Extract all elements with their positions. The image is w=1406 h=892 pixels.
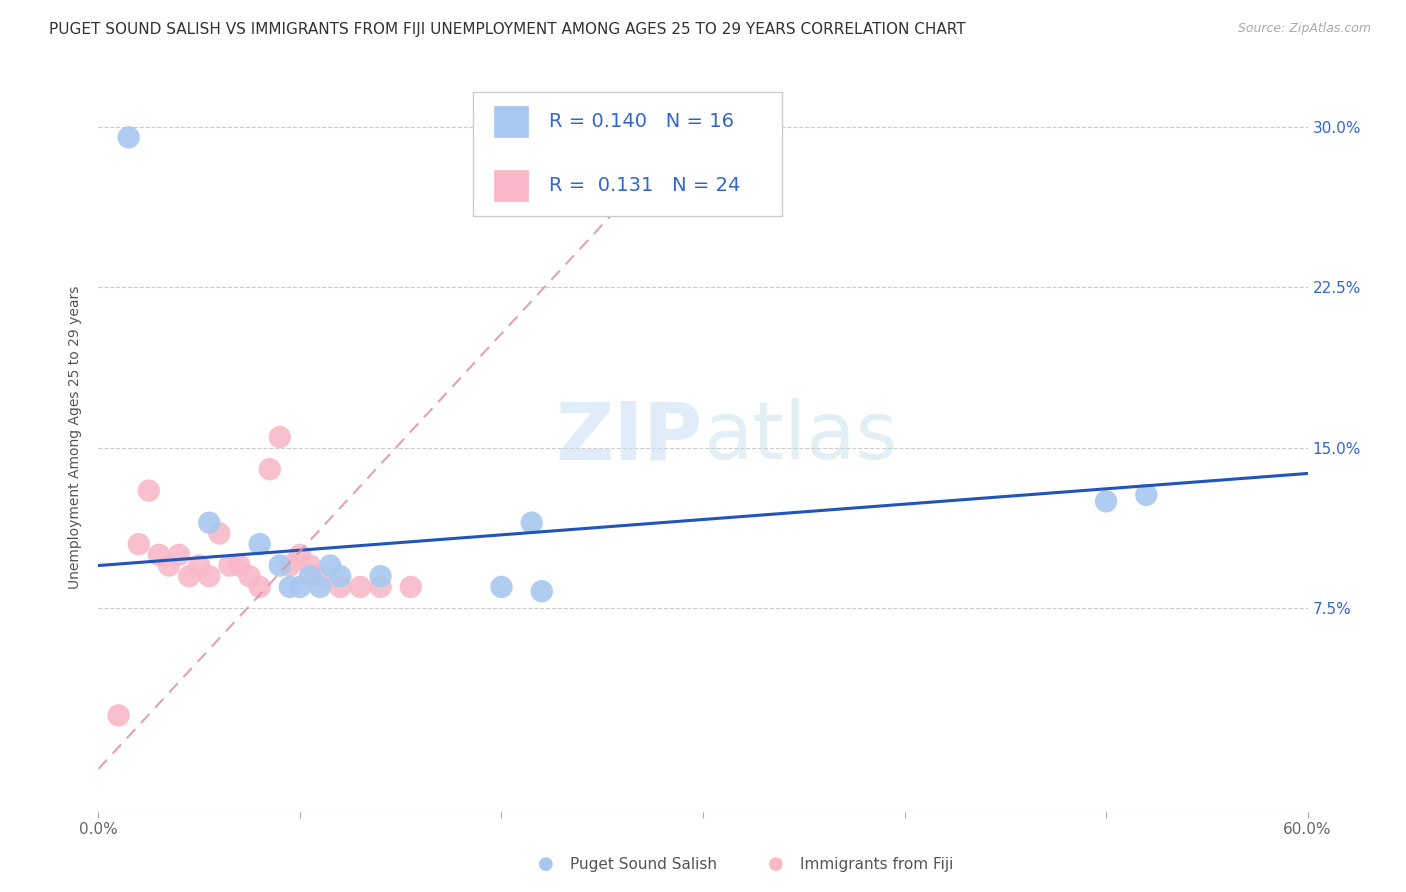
Point [269, 430, 291, 444]
Point [329, 580, 352, 594]
Point [228, 558, 250, 573]
Point [309, 569, 332, 583]
Point [239, 569, 262, 583]
Point [269, 558, 291, 573]
Point [278, 558, 301, 573]
Point [107, 708, 129, 723]
Point [179, 569, 201, 583]
Text: R = 0.140   N = 16: R = 0.140 N = 16 [550, 112, 734, 131]
Point [309, 580, 332, 594]
Point [138, 483, 160, 498]
Text: PUGET SOUND SALISH VS IMMIGRANTS FROM FIJI UNEMPLOYMENT AMONG AGES 25 TO 29 YEAR: PUGET SOUND SALISH VS IMMIGRANTS FROM FI… [49, 22, 966, 37]
Text: ●: ● [768, 855, 783, 873]
Point [259, 462, 281, 476]
Point [198, 516, 221, 530]
Text: R =  0.131   N = 24: R = 0.131 N = 24 [550, 176, 741, 194]
FancyBboxPatch shape [474, 93, 782, 216]
Point [167, 548, 190, 562]
Text: atlas: atlas [703, 398, 897, 476]
Text: Puget Sound Salish: Puget Sound Salish [569, 856, 717, 871]
Point [288, 580, 311, 594]
Point [1135, 488, 1157, 502]
Point [278, 580, 301, 594]
Point [208, 526, 231, 541]
Point [249, 580, 271, 594]
Text: ●: ● [538, 855, 554, 873]
Point [349, 580, 371, 594]
FancyBboxPatch shape [494, 169, 527, 201]
Point [319, 558, 342, 573]
Point [1095, 494, 1118, 508]
Point [218, 558, 240, 573]
Point [370, 580, 392, 594]
Point [299, 569, 322, 583]
Point [530, 584, 553, 599]
Point [520, 516, 543, 530]
Point [128, 537, 150, 551]
Point [288, 548, 311, 562]
Point [329, 569, 352, 583]
Point [188, 558, 211, 573]
FancyBboxPatch shape [494, 106, 527, 137]
Point [157, 558, 180, 573]
Text: Immigrants from Fiji: Immigrants from Fiji [800, 856, 953, 871]
Point [148, 548, 170, 562]
Text: Source: ZipAtlas.com: Source: ZipAtlas.com [1237, 22, 1371, 36]
Text: ZIP: ZIP [555, 398, 703, 476]
Point [299, 558, 322, 573]
Point [370, 569, 392, 583]
Point [249, 537, 271, 551]
Point [198, 569, 221, 583]
Y-axis label: Unemployment Among Ages 25 to 29 years: Unemployment Among Ages 25 to 29 years [69, 285, 83, 589]
Point [399, 580, 422, 594]
Point [491, 580, 513, 594]
Point [118, 130, 141, 145]
